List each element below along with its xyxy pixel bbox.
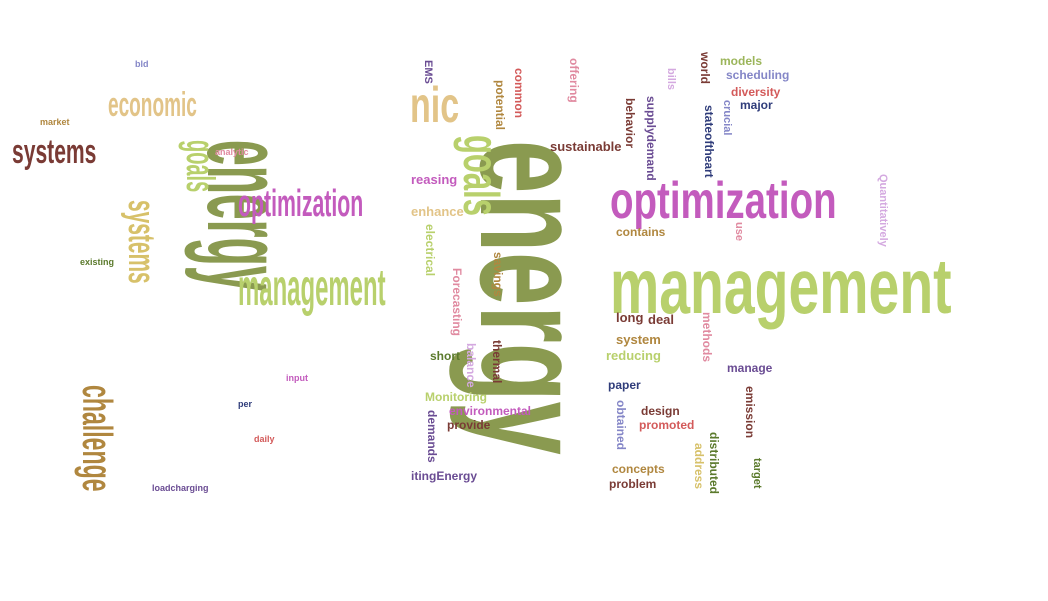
- word-long: long: [616, 310, 644, 325]
- word-system: system: [616, 332, 661, 347]
- word-balance: balance: [464, 343, 478, 388]
- scatter-word-3: daily: [254, 434, 275, 444]
- word-sustainable: sustainable: [550, 139, 622, 154]
- word-problem: problem: [609, 477, 657, 491]
- word-offering: offering: [567, 58, 581, 103]
- word-electrical: electrical: [423, 224, 437, 277]
- word-behavior: behavior: [623, 98, 637, 149]
- word-models: models: [720, 54, 763, 68]
- word-short: short: [430, 349, 460, 363]
- word-common: common: [512, 68, 526, 119]
- scatter-word-6: input: [286, 373, 308, 383]
- word-itingenergy: itingEnergy: [411, 469, 478, 483]
- word-thermal: thermal: [490, 340, 504, 384]
- scatter-word-2: analytic: [215, 147, 249, 157]
- word-management: management: [610, 242, 952, 330]
- word-use: use: [733, 222, 745, 241]
- word-bills: bills: [665, 68, 677, 91]
- word-contains: contains: [616, 225, 666, 239]
- word-design: design: [641, 404, 680, 418]
- word-ems: EMS: [422, 60, 434, 84]
- word-manage: manage: [727, 361, 773, 375]
- word-promoted: promoted: [639, 418, 695, 432]
- word-methods: methods: [700, 312, 714, 363]
- word-savings: savings: [491, 252, 505, 297]
- scatter-word-1: bld: [135, 59, 149, 69]
- word-obtained: obtained: [614, 400, 628, 450]
- word-optimization: optimization: [610, 172, 837, 230]
- word-stateoftheart: stateoftheart: [702, 105, 716, 178]
- word-crucial: crucial: [721, 100, 733, 136]
- word-distributed: distributed: [707, 432, 721, 494]
- word-nic: nic: [410, 77, 460, 133]
- word-concepts: concepts: [612, 462, 665, 476]
- word-provide: provide: [447, 418, 491, 432]
- word-systems-left: systems: [12, 133, 97, 171]
- word-monitoring: Monitoring: [425, 390, 487, 404]
- word-management-left: management: [238, 259, 386, 317]
- word-address: address: [692, 443, 706, 490]
- word-target: target: [751, 458, 763, 489]
- scatter-word-7: market: [40, 117, 70, 127]
- word-deal: deal: [648, 312, 675, 327]
- word-goals-left: goals: [178, 140, 222, 193]
- word-paper: paper: [608, 378, 641, 392]
- word-demands: demands: [425, 410, 439, 463]
- word-economic-left: economic: [108, 86, 197, 124]
- word-quantitatively: Quantitatively: [877, 174, 889, 247]
- word-challenge-left: challenge: [74, 385, 121, 492]
- word-forecasting: Forecasting: [450, 268, 464, 337]
- word-major: major: [740, 98, 773, 112]
- scatter-word-5: existing: [80, 257, 115, 267]
- word-optimization-left: optimization: [238, 183, 364, 225]
- word-enhance: enhance: [411, 204, 464, 219]
- word-reasing: reasing: [411, 172, 458, 187]
- word-environmental: environmental: [449, 404, 532, 418]
- scatter-word-4: loadcharging: [152, 483, 209, 493]
- word-systems-rotated-left: systems: [120, 200, 162, 284]
- scatter-word-8: per: [238, 399, 253, 409]
- word-potential: potential: [493, 80, 507, 130]
- word-emission: emission: [743, 386, 757, 439]
- word-supplydemand: supplydemand: [644, 96, 658, 181]
- word-reducing: reducing: [606, 348, 661, 363]
- word-scheduling: scheduling: [726, 68, 790, 82]
- word-world: world: [698, 52, 712, 84]
- word-diversity: diversity: [731, 85, 781, 99]
